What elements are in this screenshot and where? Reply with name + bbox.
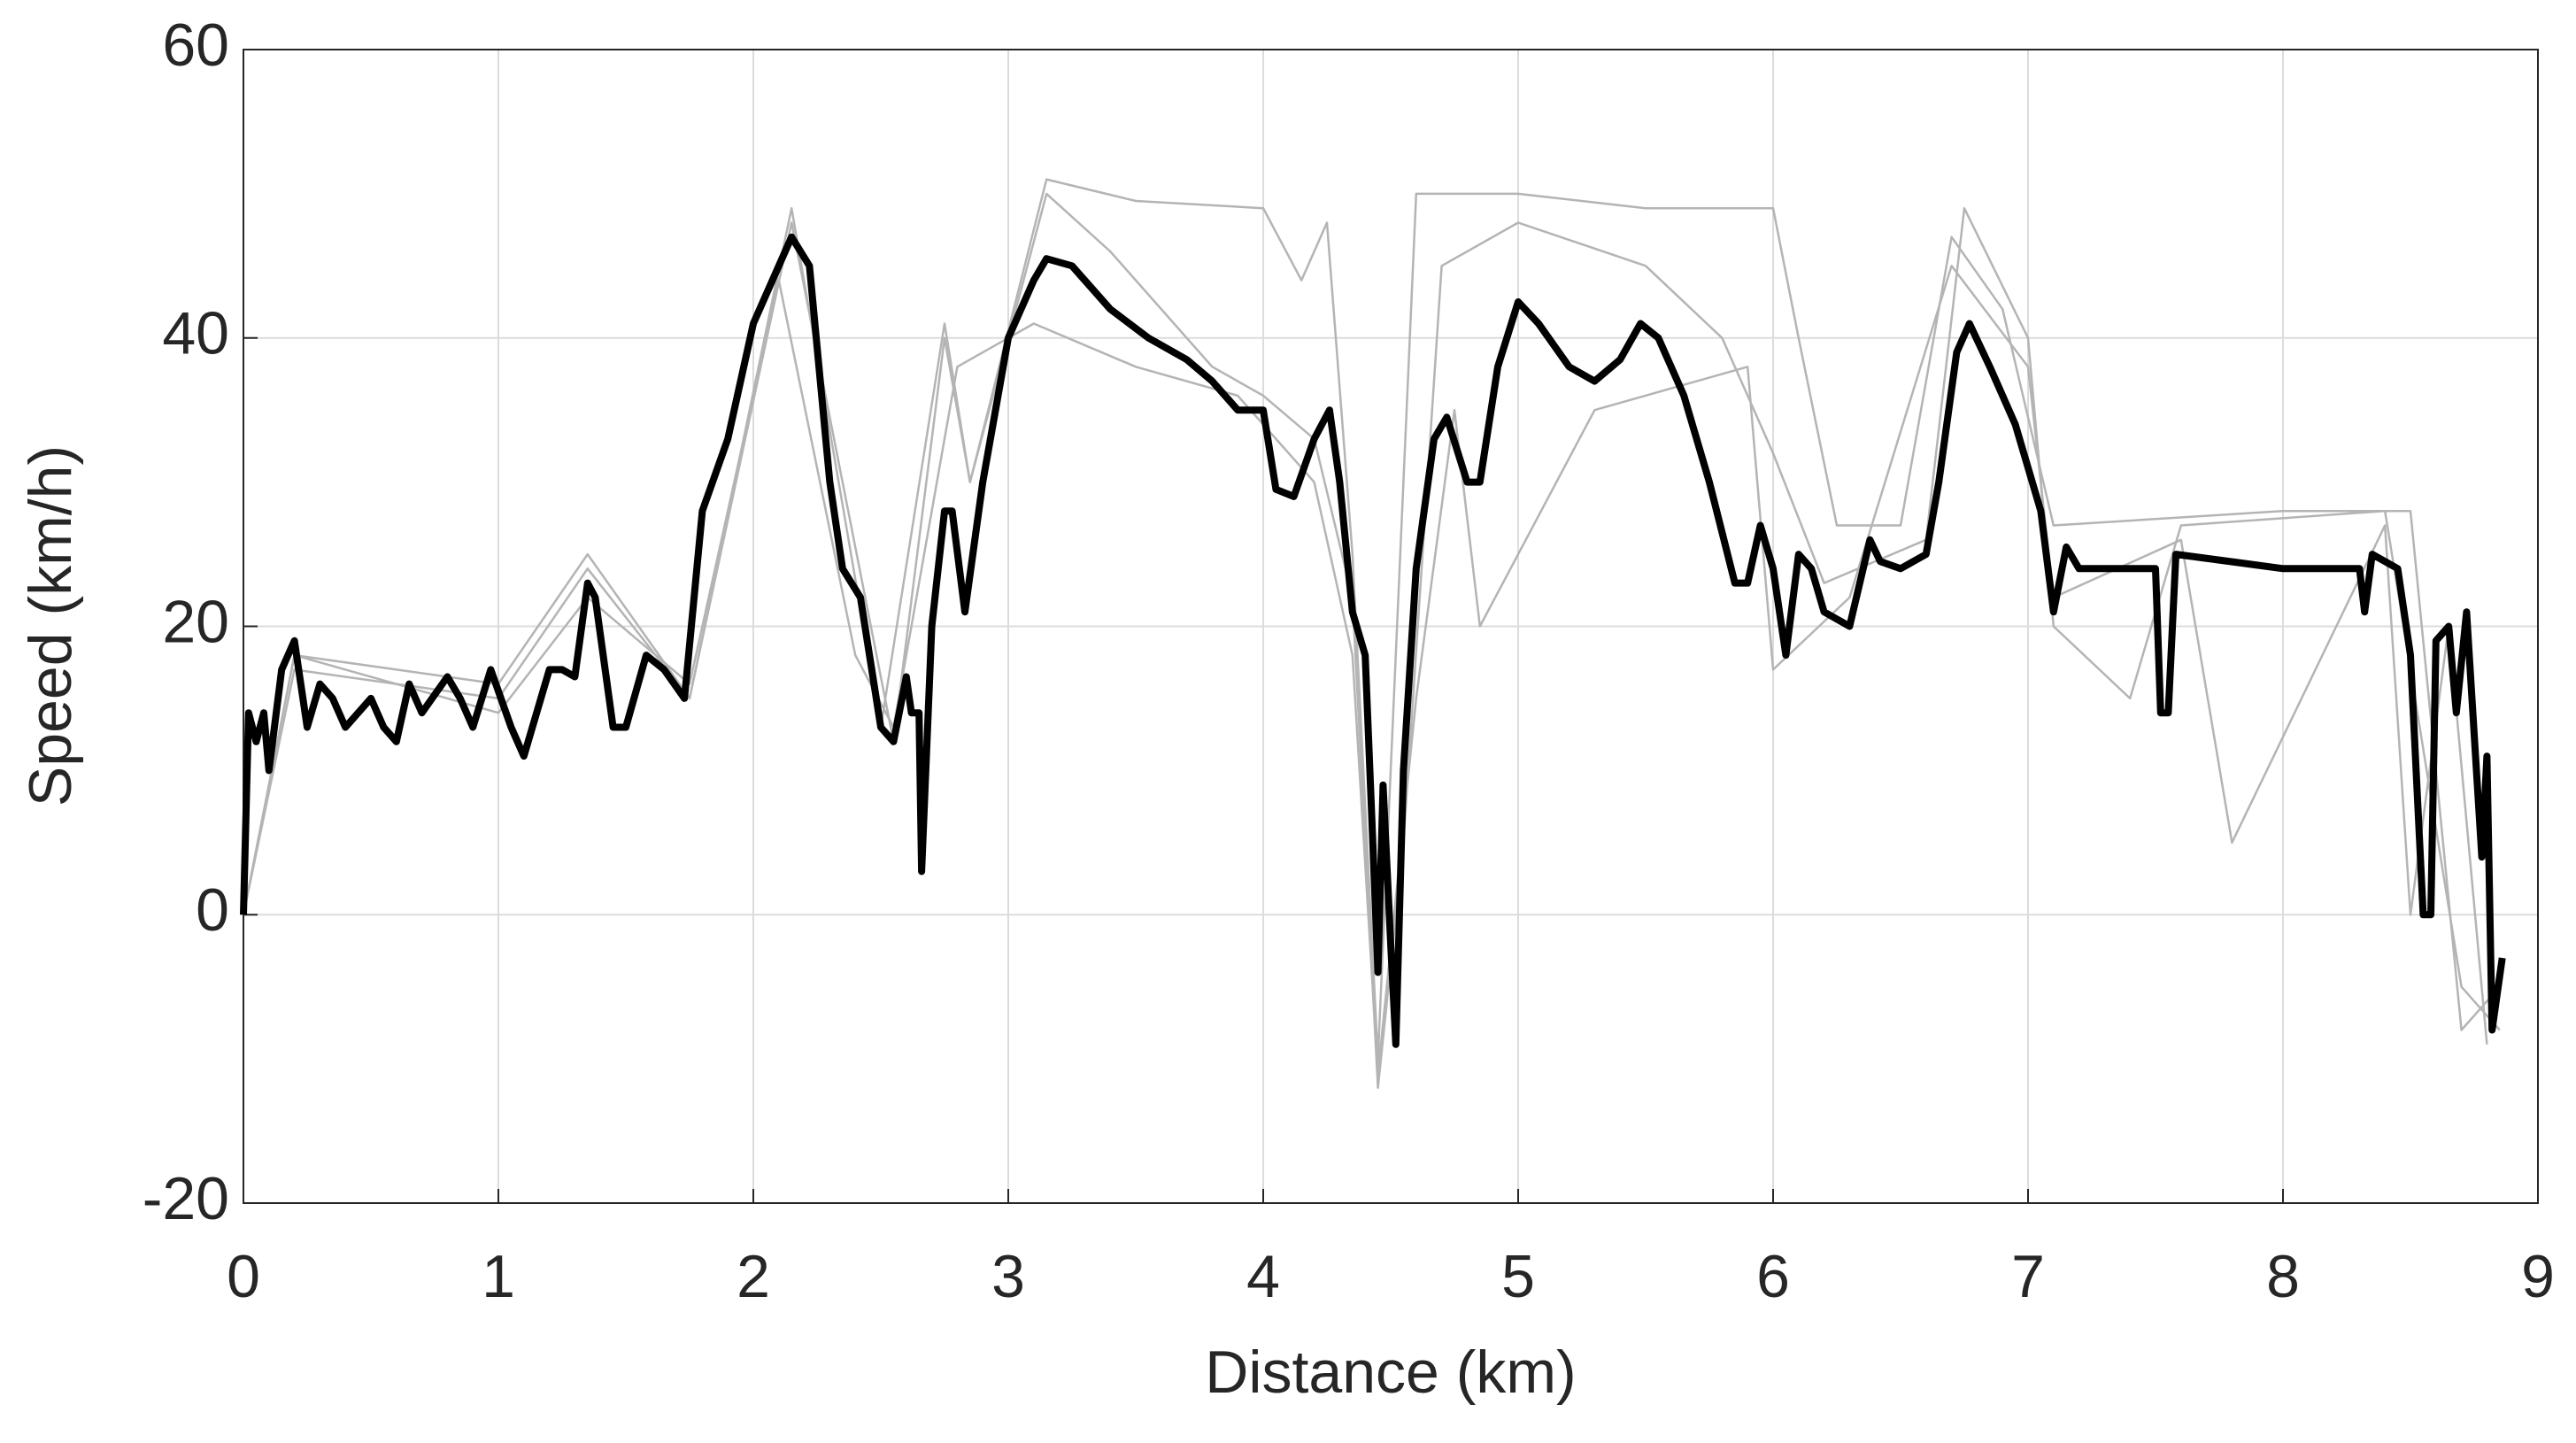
x-tick-label: 4 <box>1246 1243 1280 1310</box>
x-tick-label: 2 <box>737 1243 770 1310</box>
x-axis-label: Distance (km) <box>1205 1339 1576 1406</box>
x-tick-label: 8 <box>2266 1243 2300 1310</box>
x-tick-label: 0 <box>227 1243 260 1310</box>
y-tick-label: 60 <box>162 12 229 79</box>
plot-frame <box>243 49 2539 1204</box>
x-tick-label: 3 <box>991 1243 1025 1310</box>
x-tick-label: 1 <box>482 1243 515 1310</box>
y-tick-label: 0 <box>196 876 229 944</box>
y-tick-label: 20 <box>162 588 229 655</box>
line-series <box>242 265 2488 1075</box>
y-tick-label: -20 <box>143 1165 229 1232</box>
line-series <box>240 233 2506 1048</box>
y-axis-label: Speed (km/h) <box>17 445 84 806</box>
x-tick-label: 5 <box>1501 1243 1535 1310</box>
x-tick-label: 6 <box>1756 1243 1790 1310</box>
x-tick-label: 7 <box>2011 1243 2045 1310</box>
x-tick-label: 9 <box>2521 1243 2555 1310</box>
y-tick-label: 40 <box>162 300 229 367</box>
